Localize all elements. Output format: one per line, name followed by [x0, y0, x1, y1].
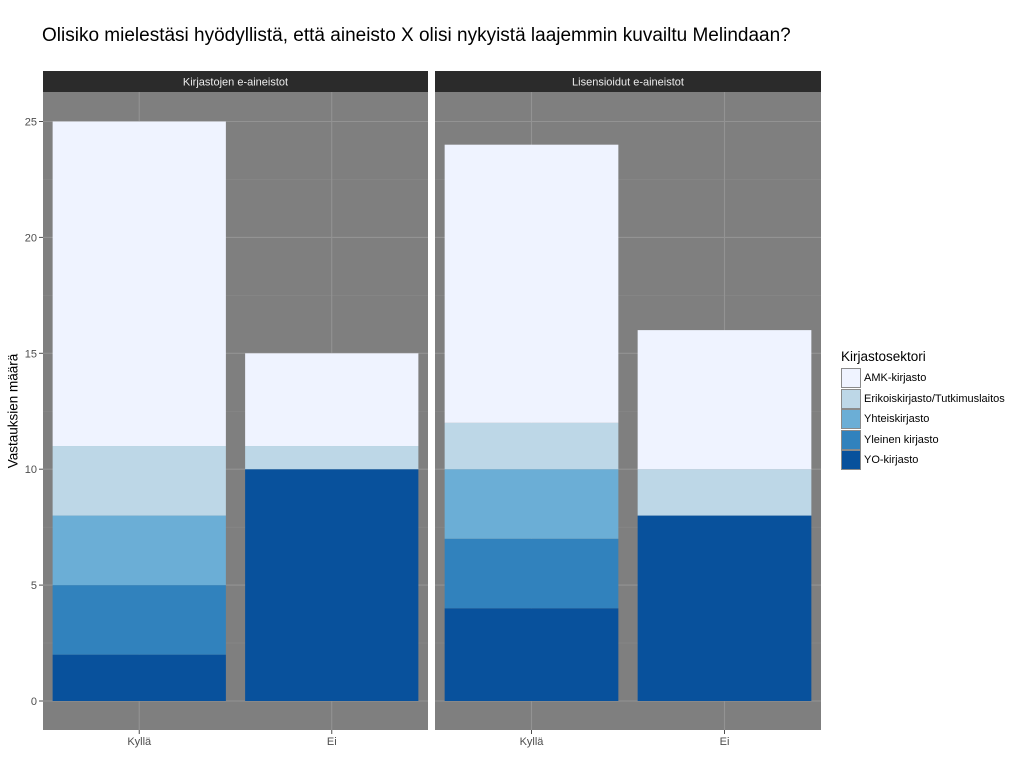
legend-item: AMK-kirjasto — [841, 368, 1005, 389]
legend-label: Yleinen kirjasto — [864, 433, 939, 446]
legend-label: YO-kirjasto — [864, 454, 919, 467]
legend-item: Yleinen kirjasto — [841, 429, 1005, 451]
legend-label: Yhteiskirjasto — [864, 413, 930, 426]
bar-segment — [444, 422, 619, 470]
bar-segment — [245, 469, 419, 701]
bar-segment — [52, 654, 226, 701]
legend-item: Yhteiskirjasto — [841, 409, 1005, 430]
legend-swatch — [841, 429, 861, 450]
bar-segment — [444, 469, 619, 539]
x-tick-label: Kyllä — [520, 736, 545, 748]
bar-segment — [52, 515, 226, 586]
legend-swatch — [841, 450, 861, 471]
bar-segment — [245, 446, 419, 470]
x-tick-label: Ei — [327, 736, 337, 748]
facet-strip — [43, 71, 428, 92]
y-tick-label: 10 — [25, 464, 37, 476]
y-tick-label: 5 — [31, 580, 37, 592]
legend-items: AMK-kirjasto Erikoiskirjasto/Tutkimuslait… — [841, 368, 1005, 471]
bar-segment — [637, 469, 812, 516]
legend-item: Erikoiskirjasto/Tutkimuslaitos — [841, 388, 1005, 410]
bar-segment — [444, 538, 619, 609]
chart-title: Olisiko mielestäsi hyödyllistä, että ain… — [42, 25, 791, 46]
facet-strip — [435, 71, 821, 92]
legend-title: Kirjastosektori — [841, 349, 926, 364]
x-tick-label: Ei — [720, 736, 730, 748]
legend-swatch — [841, 409, 861, 430]
bar-segment — [52, 121, 226, 447]
legend-swatch — [841, 368, 861, 389]
facet-label: Kirjastojen e-aineistot — [183, 77, 288, 89]
x-tick-label: Kyllä — [127, 736, 152, 748]
legend-item: YO-kirjasto — [841, 450, 1005, 471]
bar-segment — [444, 144, 619, 423]
legend-swatch — [841, 388, 861, 409]
bar-segment — [52, 585, 226, 655]
y-tick-label: 20 — [25, 232, 37, 244]
bar-segment — [245, 353, 419, 447]
legend-label: AMK-kirjasto — [864, 372, 927, 385]
bar-segment — [637, 330, 812, 470]
bar-segment — [52, 446, 226, 516]
y-tick-label: 15 — [25, 348, 37, 360]
y-tick-label: 25 — [25, 117, 37, 129]
bar-segment — [637, 515, 812, 701]
legend: Kirjastosektori AMK-kirjasto Erikoiskirja… — [841, 349, 1005, 471]
bar-segment — [444, 608, 619, 701]
facet-label: Lisensioidut e-aineistot — [572, 77, 684, 89]
legend-label: Erikoiskirjasto/Tutkimuslaitos — [864, 392, 1005, 405]
y-tick-label: 0 — [31, 696, 37, 708]
